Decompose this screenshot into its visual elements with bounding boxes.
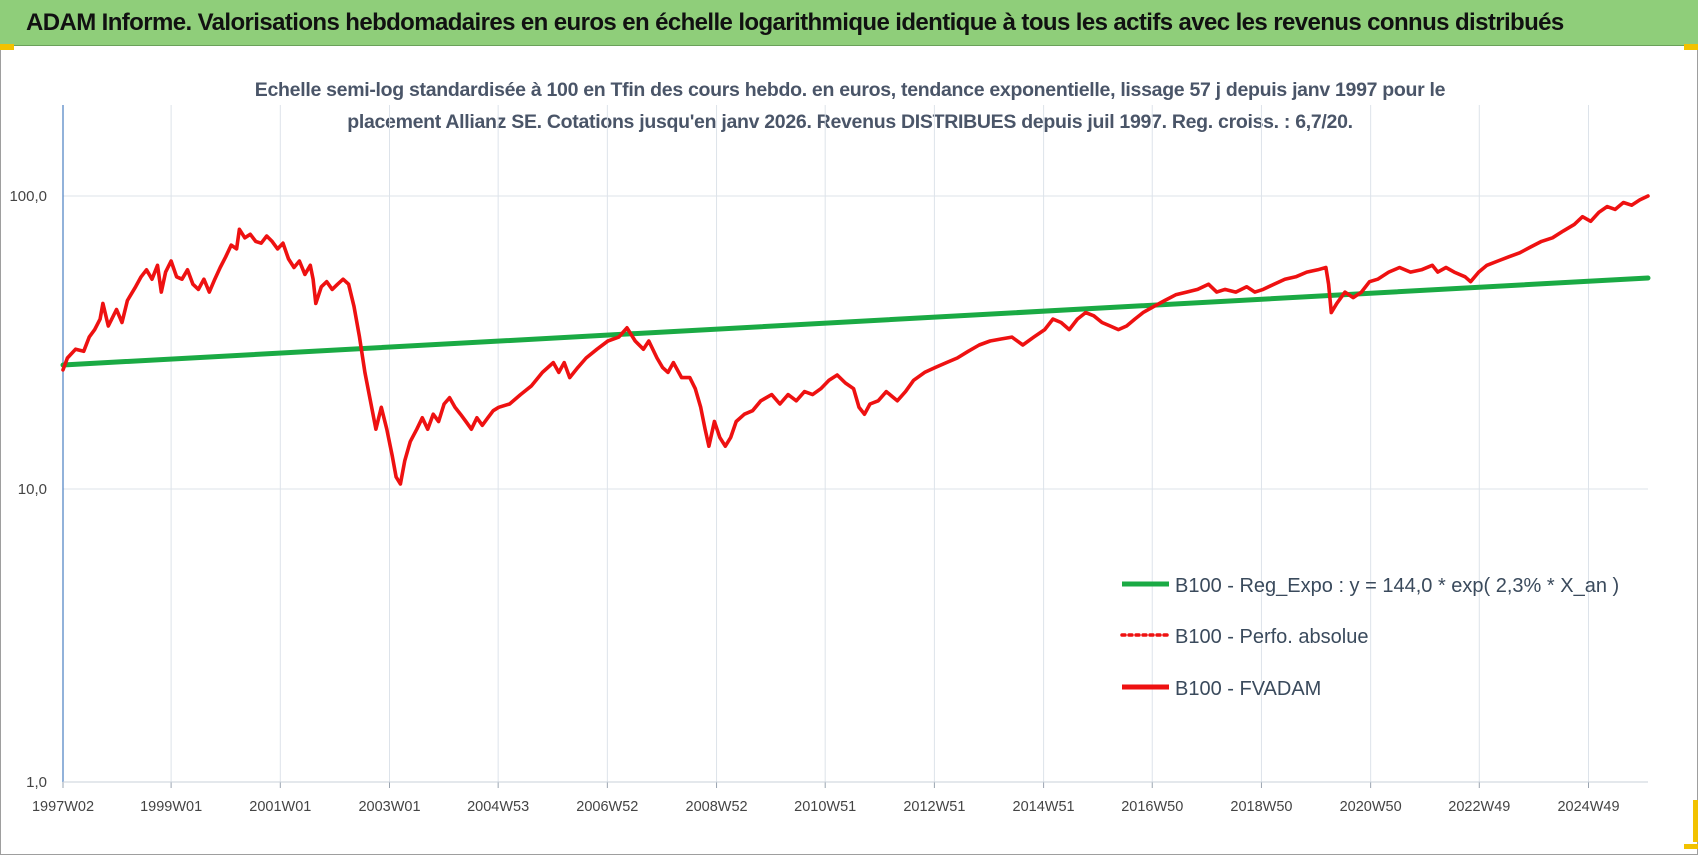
corner-marker-bottom-right bbox=[1693, 800, 1698, 842]
x-tick-label: 2016W50 bbox=[1121, 799, 1183, 815]
x-tick-label: 2020W50 bbox=[1340, 799, 1402, 815]
x-tick-label: 2008W52 bbox=[686, 799, 748, 815]
header-title: ADAM Informe. Valorisations hebdomadaire… bbox=[26, 9, 1564, 36]
legend-label: B100 - FVADAM bbox=[1175, 678, 1321, 700]
x-tick-label: 2001W01 bbox=[249, 799, 311, 815]
chart-subtitle-line-1: Echelle semi-log standardisée à 100 en T… bbox=[254, 79, 1446, 101]
y-tick-label: 100,0 bbox=[9, 188, 47, 205]
legend-label: B100 - Reg_Expo : y = 144,0 * exp( 2,3% … bbox=[1175, 575, 1619, 597]
x-tick-label: 2024W49 bbox=[1557, 799, 1619, 815]
corner-marker-top-right bbox=[1684, 44, 1698, 50]
x-tick-label: 2012W51 bbox=[903, 799, 965, 815]
y-axis-labels: 100,0 10,0 1,0 bbox=[9, 188, 47, 791]
x-axis-labels: 1997W02 1999W01 2001W01 2003W01 2004W53 2006W… bbox=[32, 799, 1620, 815]
corner-marker-bottom-right-base bbox=[1684, 844, 1698, 849]
chart-subtitle-line-2: placement Allianz SE. Cotations jusqu'en… bbox=[347, 111, 1353, 133]
header-bar: ADAM Informe. Valorisations hebdomadaire… bbox=[0, 0, 1698, 46]
series-line-reg-expo bbox=[60, 275, 1651, 368]
chart-subtitle: Echelle semi-log standardisée à 100 en T… bbox=[180, 74, 1520, 138]
chart-series bbox=[60, 194, 1651, 486]
series-line-fvadam bbox=[61, 194, 1650, 486]
x-tick-label: 2006W52 bbox=[576, 799, 638, 815]
x-tick-label: 1997W02 bbox=[32, 799, 94, 815]
y-tick-label: 10,0 bbox=[18, 481, 47, 498]
chart-legend: B100 - Reg_Expo : y = 144,0 * exp( 2,3% … bbox=[1120, 575, 1619, 700]
x-tick-label: 1999W01 bbox=[140, 799, 202, 815]
x-tick-label: 2018W50 bbox=[1230, 799, 1292, 815]
x-tick-label: 2014W51 bbox=[1013, 799, 1075, 815]
chart-grid bbox=[62, 105, 1648, 788]
x-tick-label: 2022W49 bbox=[1448, 799, 1510, 815]
x-tick-label: 2010W51 bbox=[794, 799, 856, 815]
legend-label: B100 - Perfo. absolue bbox=[1175, 626, 1368, 648]
x-tick-label: 2004W53 bbox=[467, 799, 529, 815]
y-tick-label: 1,0 bbox=[26, 774, 47, 791]
corner-marker-top-left bbox=[0, 44, 14, 50]
x-tick-label: 2003W01 bbox=[358, 799, 420, 815]
